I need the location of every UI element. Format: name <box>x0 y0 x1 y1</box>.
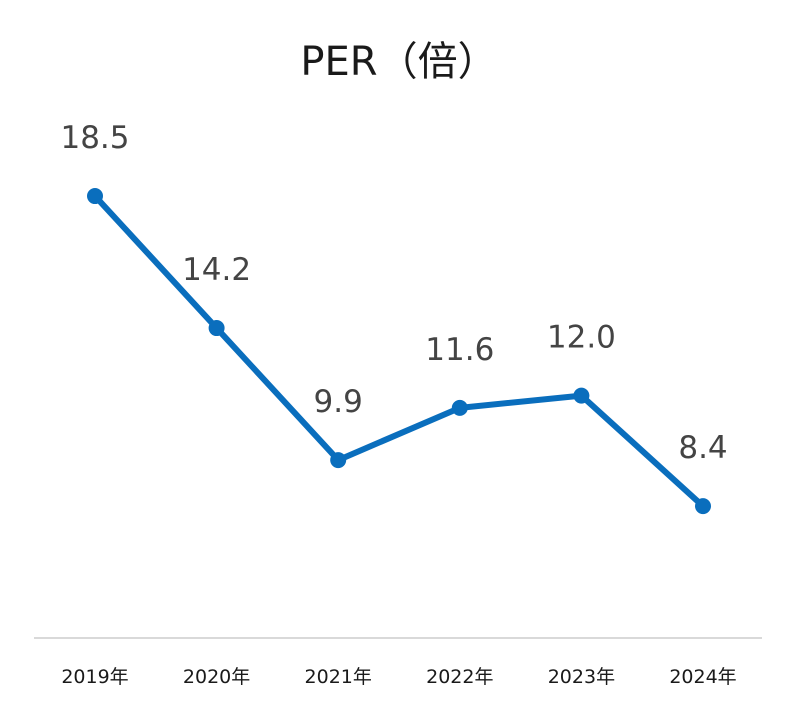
data-label: 9.9 <box>314 384 363 420</box>
data-point <box>330 452 347 469</box>
series-line <box>92 193 706 510</box>
data-point <box>87 188 103 205</box>
data-point <box>695 498 711 515</box>
x-tick-label: 2020年 <box>183 666 250 688</box>
x-tick-label: 2021年 <box>305 666 372 688</box>
data-label: 18.5 <box>60 120 129 156</box>
x-tick-label: 2022年 <box>426 666 493 688</box>
chart-title: PER（倍） <box>300 39 498 85</box>
data-label: 12.0 <box>547 320 616 356</box>
data-point <box>451 399 468 416</box>
data-label: 11.6 <box>425 332 494 368</box>
x-tick-label: 2019年 <box>61 666 128 688</box>
x-tick-label: 2024年 <box>669 666 736 688</box>
data-point <box>208 320 225 337</box>
data-label: 8.4 <box>678 430 727 466</box>
data-label: 14.2 <box>182 252 251 288</box>
data-point <box>573 387 590 404</box>
x-tick-label: 2023年 <box>548 666 615 688</box>
